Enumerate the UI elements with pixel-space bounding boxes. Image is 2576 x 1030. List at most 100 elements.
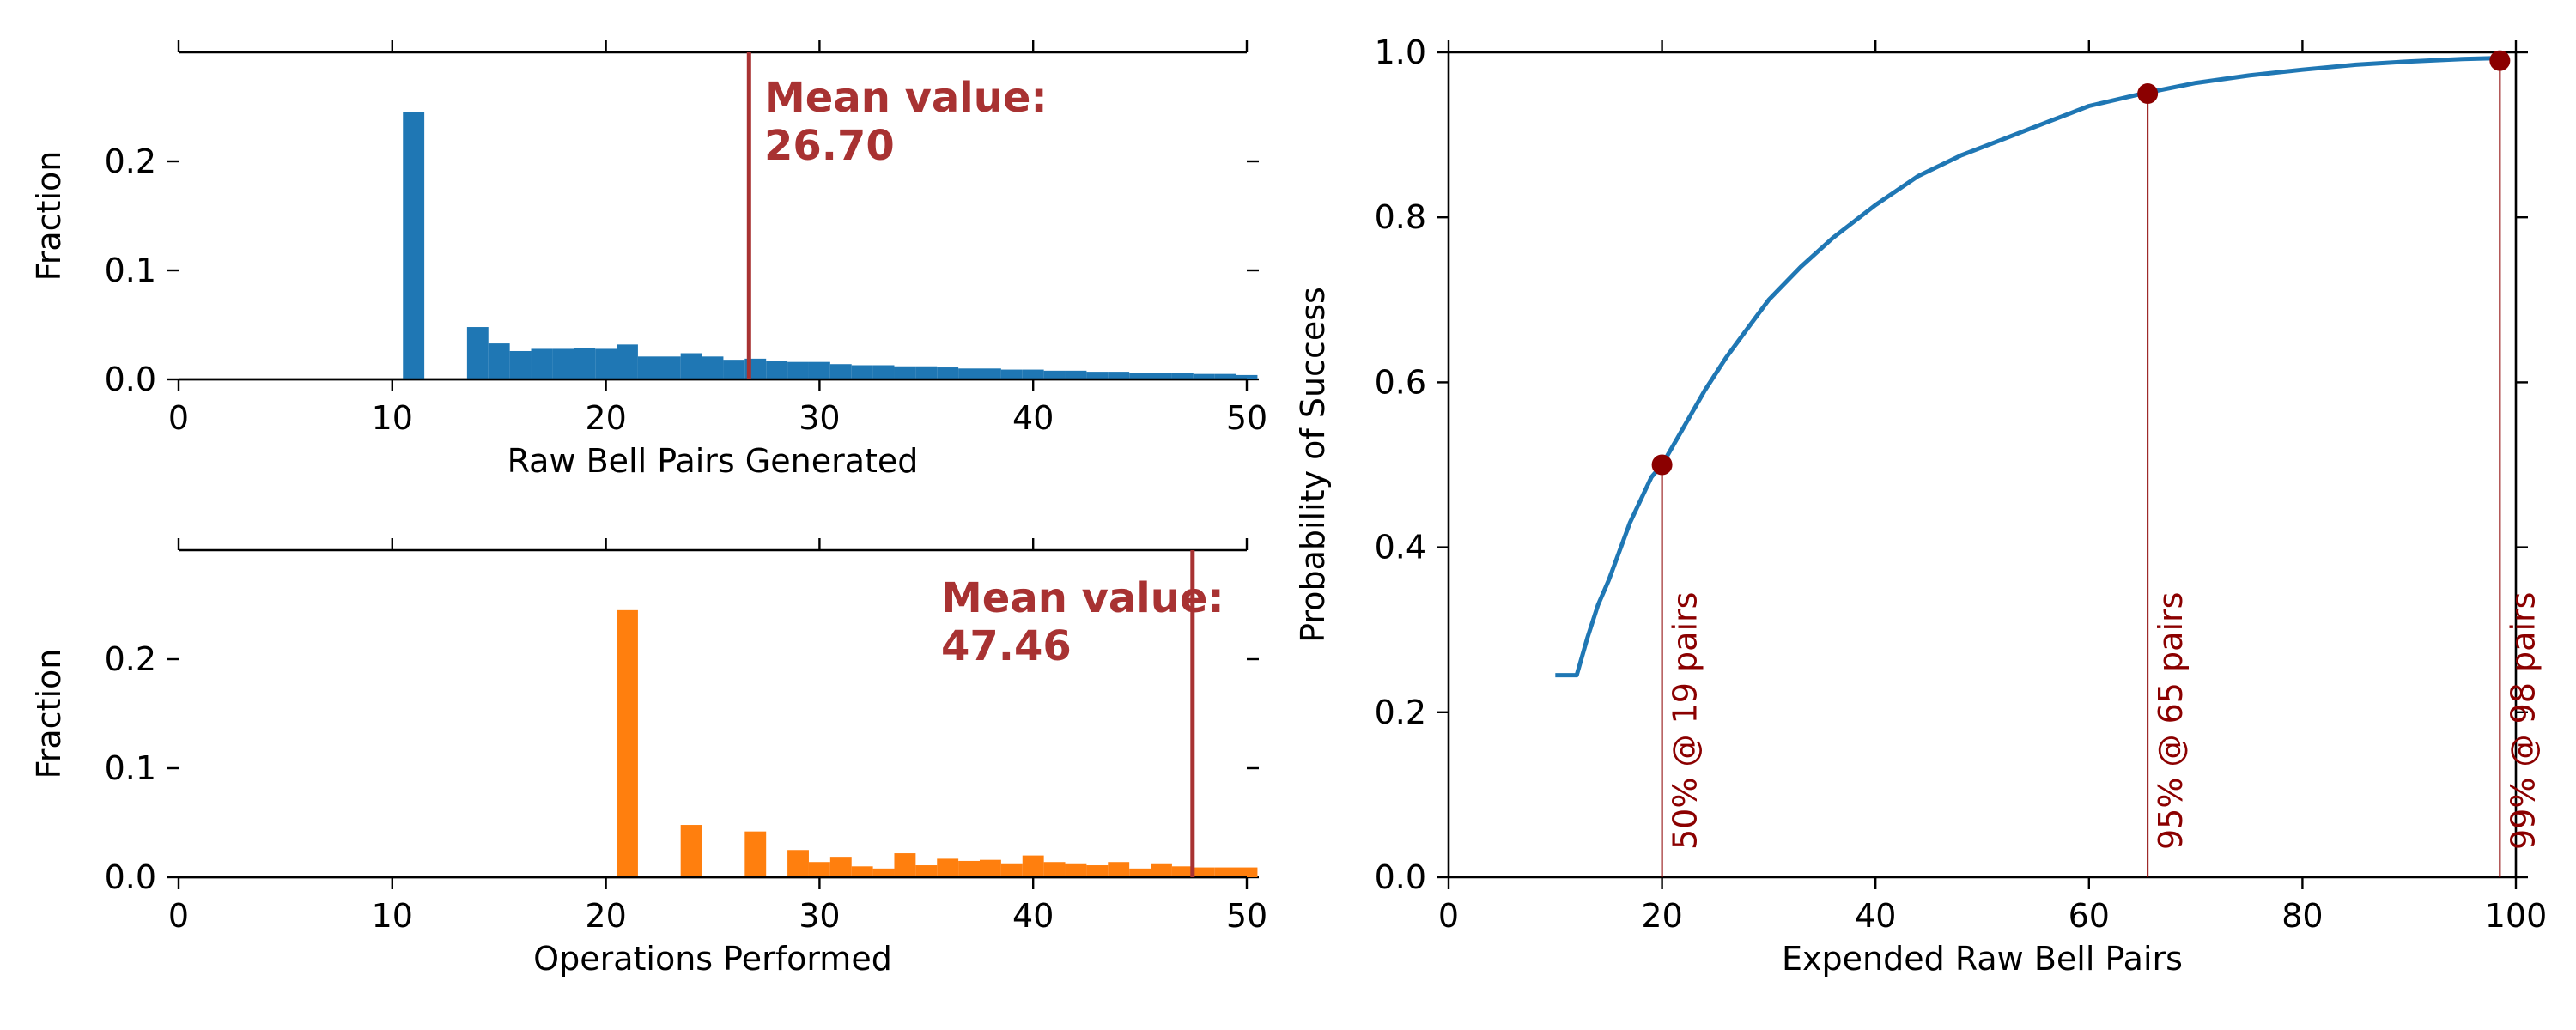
operations-histogram: 0 10 20 30 40 50 0.0 0.1 0.2 Operations Performed… [30,538,1267,978]
histogram-bar [744,831,767,877]
histogram-bar [702,356,724,379]
histogram-bar [1000,863,1023,877]
histogram-bar [829,364,852,379]
y-tick-label: 0.0 [1375,858,1426,896]
histogram-bar [1022,855,1044,877]
marker-label: 95% @ 65 pairs [2152,592,2190,850]
y-tick-label: 0.1 [105,749,156,787]
x-tick-label: 10 [372,399,413,437]
success-curve [1555,56,2495,678]
histogram-bar [958,368,980,379]
histogram-bar [1171,373,1194,379]
y-tick-label: 0.6 [1375,363,1426,401]
mean-label-title: Mean value: [941,574,1224,622]
bell-pairs-histogram: 0 10 20 30 40 50 0.0 0.1 0.2 Raw Bell Pairs Gener… [30,40,1267,480]
success-probability-chart: 0 20 40 60 80 100 0.0 0.2 0.4 0.6 0.8 1.0 Expended R… [1294,33,2547,978]
histogram-bar [1214,373,1236,379]
histogram-bar [894,366,916,379]
x-tick-label: 100 [2485,897,2548,935]
histogram-bar [531,348,553,379]
histogram-bar [574,348,596,379]
histogram-bar [1214,867,1236,877]
histogram-bar [766,360,788,379]
x-tick-label: 30 [799,399,840,437]
histogram-bar [466,327,489,379]
x-tick-label: 30 [799,897,840,935]
histogram-bar [1151,373,1172,379]
histogram-bar [680,353,702,379]
x-tick-label: 10 [372,897,413,935]
histogram-bar [872,868,895,877]
histogram-bar [595,348,617,379]
x-axis-label: Raw Bell Pairs Generated [507,442,919,480]
histogram-bar [488,343,510,379]
x-tick-label: 40 [1012,399,1054,437]
histogram-bar [1065,863,1087,877]
y-axis-label: Probability of Success [1294,287,1332,643]
x-tick-label: 20 [585,897,626,935]
histogram-bar [723,360,745,379]
histogram-bar [1086,865,1109,877]
x-tick-label: 40 [1012,897,1054,935]
histogram-bar [1043,862,1066,877]
histogram-bar [787,850,809,877]
histogram-bar [808,862,830,877]
histogram-bar [1108,862,1130,877]
y-tick-label: 0.8 [1375,198,1426,236]
histogram-bar [808,361,830,379]
marker-label: 99% @ 98 pairs [2504,592,2542,850]
x-tick-label: 20 [585,399,626,437]
mean-label-value: 47.46 [941,622,1072,670]
y-tick-label: 1.0 [1375,33,1426,71]
y-tick-label: 0.2 [105,640,156,678]
histogram-bar [1151,863,1172,877]
histogram-bar [659,356,681,379]
histogram-bar [851,866,873,877]
histogram-bar [1236,867,1258,877]
histogram-bar [1129,373,1151,379]
histogram-bar [1108,372,1130,379]
histogram-bar [915,865,938,877]
histogram-bar [1193,373,1215,379]
y-tick-label: 0.0 [105,858,156,896]
histogram-bar [787,361,809,379]
histogram-bar [937,858,959,877]
y-tick-label: 0.4 [1375,529,1426,566]
histogram-bar [617,344,638,379]
histogram-bar [1086,372,1109,379]
histogram-bar [1065,370,1087,379]
y-tick-label: 0.2 [1375,694,1426,731]
histogram-bar [680,825,702,877]
y-axis-label: Fraction [30,649,68,779]
histogram-bar [937,367,959,379]
histogram-bar [1129,868,1151,877]
x-axis-label: Operations Performed [533,940,892,978]
histogram-bar [403,112,425,379]
histogram-bar [958,860,980,877]
histogram-bar [829,857,852,877]
marker-point [1651,454,1673,476]
histogram-bar [617,609,638,877]
histogram-bar [894,853,916,877]
x-tick-label: 0 [1438,897,1459,935]
histogram-bar [872,365,895,379]
mean-label-title: Mean value: [764,74,1048,122]
x-tick-label: 60 [2069,897,2110,935]
histogram-bar [1193,867,1215,877]
y-tick-label: 0.2 [105,142,156,180]
x-tick-label: 0 [168,399,189,437]
y-tick-label: 0.0 [105,360,156,398]
histogram-bar [915,366,938,379]
histogram-bar [509,350,532,379]
histogram-bar [1022,369,1044,379]
x-tick-label: 50 [1226,897,1267,935]
x-tick-label: 80 [2281,897,2323,935]
marker-label: 50% @ 19 pairs [1667,592,1704,850]
x-axis-label: Expended Raw Bell Pairs [1782,940,2183,978]
histogram-bar [1236,374,1258,379]
marker-point [2137,83,2159,105]
x-tick-label: 20 [1641,897,1682,935]
y-tick-label: 0.1 [105,251,156,289]
histogram-bar [1000,369,1023,379]
